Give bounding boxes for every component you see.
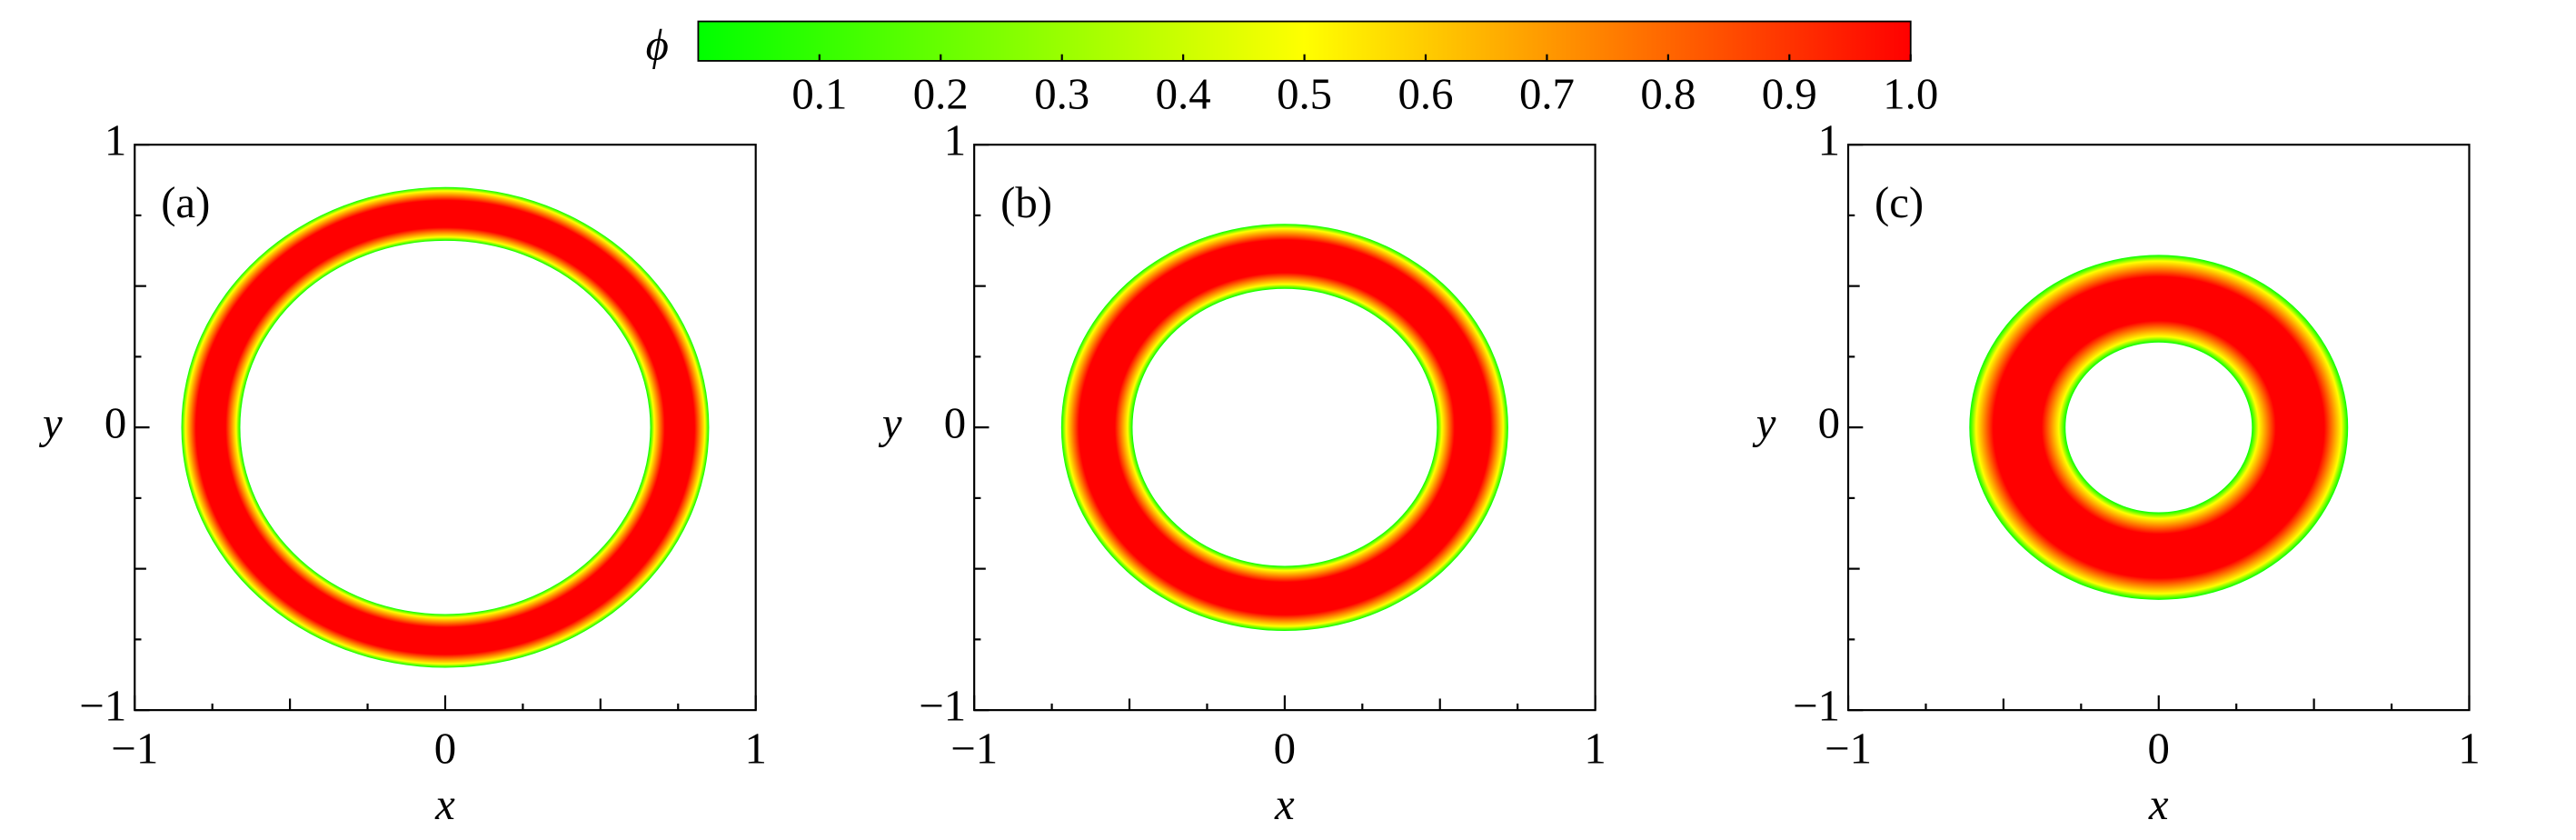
ring <box>1060 224 1508 632</box>
y-tick-label: 0 <box>944 398 966 447</box>
x-tick-label: 1 <box>744 724 766 773</box>
x-tick-label: 1 <box>2458 724 2480 773</box>
colorbar-tick-label: 1.0 <box>1883 70 1938 119</box>
ring <box>181 186 710 668</box>
x-tick-label: 1 <box>1584 724 1606 773</box>
colorbar-tick-label: 0.8 <box>1640 70 1696 119</box>
panel: −1 0 1 −1 0 1 x y (c) <box>1752 115 2481 828</box>
panel-label: (c) <box>1875 178 1924 227</box>
x-tick-label: −1 <box>111 724 158 773</box>
y-tick-label: −1 <box>1793 681 1840 730</box>
colorbar-tick-label: 0.1 <box>791 70 847 119</box>
x-axis-label: x <box>434 780 455 829</box>
colorbar-tick-label: 0.6 <box>1398 70 1454 119</box>
colorbar-label: ϕ <box>646 20 669 69</box>
colorbar-tick-label: 0.4 <box>1156 70 1211 119</box>
y-axis-label: y <box>38 398 63 447</box>
y-tick-label: 0 <box>1818 398 1840 447</box>
y-axis-label: y <box>1752 398 1776 447</box>
x-axis-label: x <box>1274 780 1295 829</box>
y-tick-label: 1 <box>1818 115 1840 165</box>
x-tick-label: −1 <box>950 724 998 773</box>
x-tick-label: 0 <box>2148 724 2170 773</box>
ring <box>1969 255 2349 600</box>
colorbar-tick-label: 0.7 <box>1519 70 1575 119</box>
y-tick-label: 1 <box>104 115 126 165</box>
x-tick-label: 0 <box>1274 724 1296 773</box>
y-tick-label: 0 <box>104 398 126 447</box>
y-axis-label: y <box>878 398 902 447</box>
panel: −1 0 1 −1 0 1 x y (a) <box>38 115 767 828</box>
panel-label: (a) <box>161 178 210 227</box>
y-tick-label: −1 <box>79 681 126 730</box>
y-tick-label: 1 <box>944 115 966 165</box>
y-tick-label: −1 <box>919 681 966 730</box>
colorbar-tick-label: 0.5 <box>1277 70 1332 119</box>
panel-label: (b) <box>1000 178 1052 227</box>
x-tick-label: −1 <box>1825 724 1872 773</box>
colorbar-tick-label: 0.3 <box>1034 70 1089 119</box>
plot-frame <box>1846 144 2471 712</box>
x-tick-label: 0 <box>434 724 456 773</box>
colorbar-tick-label: 0.9 <box>1762 70 1817 119</box>
panel: −1 0 1 −1 0 1 x y (b) <box>878 115 1606 828</box>
colorbar-tick-label: 0.2 <box>913 70 969 119</box>
x-axis-label: x <box>2148 780 2169 829</box>
